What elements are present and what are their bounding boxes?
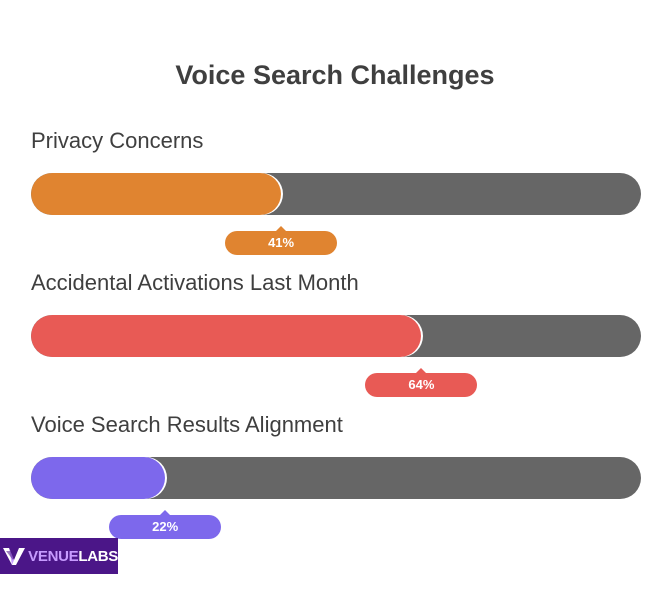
value-badge: 22% bbox=[109, 510, 222, 539]
logo-word-labs: LABS bbox=[78, 547, 118, 565]
value-label: 41% bbox=[268, 235, 295, 250]
value-badge: 64% bbox=[365, 368, 478, 397]
chart-title: Voice Search Challenges bbox=[175, 60, 495, 90]
metric-label: Voice Search Results Alignment bbox=[31, 412, 343, 437]
bar-track bbox=[31, 315, 641, 357]
value-badge: 41% bbox=[225, 226, 338, 255]
value-label: 22% bbox=[152, 519, 179, 534]
logo-wordmark: VENUELABS bbox=[28, 548, 118, 565]
bar-track bbox=[31, 173, 641, 215]
badge-pointer bbox=[416, 368, 427, 373]
value-label: 64% bbox=[408, 377, 435, 392]
venuelabs-logo: VENUELABS bbox=[0, 538, 118, 574]
logo-word-venue: VENUE bbox=[28, 547, 79, 565]
venuelabs-v-icon bbox=[0, 538, 28, 574]
bar-fill bbox=[31, 173, 282, 215]
bar-fill bbox=[31, 457, 166, 499]
badge-pointer bbox=[160, 510, 171, 515]
metric-label: Privacy Concerns bbox=[31, 128, 204, 153]
bar-track bbox=[31, 457, 641, 499]
badge-pointer bbox=[276, 226, 287, 231]
metric-label: Accidental Activations Last Month bbox=[31, 270, 359, 295]
bar-fill bbox=[31, 315, 422, 357]
